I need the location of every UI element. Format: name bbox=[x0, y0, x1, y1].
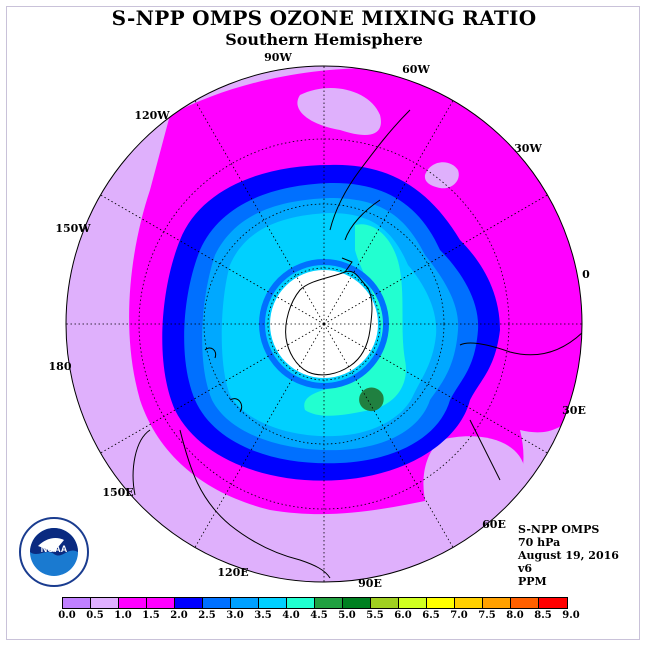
colorbar-swatch bbox=[63, 598, 91, 608]
zone-lilac-blob bbox=[424, 162, 459, 189]
colorbar-tick-label: 5.5 bbox=[366, 610, 384, 621]
colorbar-tick-label: 9.0 bbox=[562, 610, 580, 621]
colorbar-tick-label: 2.5 bbox=[198, 610, 216, 621]
colorbar-ticks: 0.0 0.5 1.0 1.5 2.0 2.5 3.0 3.5 4.0 4.5 5.0 5.5 6.0 6… bbox=[0, 610, 648, 624]
colorbar-swatch bbox=[147, 598, 175, 608]
colorbar-swatch bbox=[287, 598, 315, 608]
pressure-level-text: 70 hPa bbox=[518, 536, 561, 549]
colorbar-swatch bbox=[427, 598, 455, 608]
zone-lilac-patch bbox=[297, 87, 381, 135]
version-text: v6 bbox=[518, 562, 533, 575]
colorbar-tick-label: 2.0 bbox=[170, 610, 188, 621]
noaa-logo: NOAA bbox=[18, 516, 90, 588]
label-120w: 120W bbox=[134, 109, 170, 122]
colorbar-tick-label: 3.0 bbox=[226, 610, 244, 621]
colorbar-swatch bbox=[371, 598, 399, 608]
label-120e: 120E bbox=[217, 566, 248, 579]
label-180: 180 bbox=[49, 360, 72, 373]
colorbar-swatch bbox=[259, 598, 287, 608]
label-30w: 30W bbox=[514, 142, 542, 155]
label-90w: 90W bbox=[264, 51, 292, 64]
africa-coastline bbox=[459, 329, 582, 481]
inner-ring bbox=[259, 259, 389, 389]
colorbar-swatch bbox=[231, 598, 259, 608]
colorbar-swatch bbox=[203, 598, 231, 608]
south-america-coastline bbox=[329, 109, 411, 241]
meridian-grid bbox=[66, 66, 582, 582]
colorbar bbox=[62, 597, 568, 609]
zone-green bbox=[359, 387, 384, 412]
colorbar-swatch bbox=[175, 598, 203, 608]
colorbar-tick-label: 8.0 bbox=[506, 610, 524, 621]
date-text: August 19, 2016 bbox=[518, 549, 619, 562]
zone-lilac-tongue bbox=[423, 436, 526, 525]
colorbar-tick-label: 6.5 bbox=[422, 610, 440, 621]
colorbar-tick-label: 0.0 bbox=[58, 610, 76, 621]
colorbar-swatch bbox=[539, 598, 567, 608]
colorbar-swatch bbox=[399, 598, 427, 608]
colorbar-swatch bbox=[315, 598, 343, 608]
map-frame bbox=[6, 6, 640, 640]
map-border bbox=[65, 65, 583, 583]
label-60e: 60E bbox=[482, 518, 506, 531]
colorbar-swatch bbox=[119, 598, 147, 608]
zone-aqua-tongue bbox=[304, 224, 406, 416]
map-subtitle: Southern Hemisphere bbox=[225, 30, 423, 49]
instrument-text: S-NPP OMPS bbox=[518, 523, 600, 536]
label-30e: 30E bbox=[562, 404, 586, 417]
colorbar-tick-label: 8.5 bbox=[534, 610, 552, 621]
antarctica-coastline bbox=[285, 257, 373, 376]
colorbar-swatch bbox=[483, 598, 511, 608]
colorbar-tick-label: 1.0 bbox=[114, 610, 132, 621]
label-150w: 150W bbox=[55, 222, 91, 235]
colorbar-tick-label: 4.0 bbox=[282, 610, 300, 621]
label-90e: 90E bbox=[358, 577, 382, 590]
colorbar-tick-label: 4.5 bbox=[310, 610, 328, 621]
colorbar-tick-label: 5.0 bbox=[338, 610, 356, 621]
colorbar-tick-label: 1.5 bbox=[142, 610, 160, 621]
label-60w: 60W bbox=[402, 63, 430, 76]
colorbar-tick-label: 7.5 bbox=[478, 610, 496, 621]
colorbar-tick-label: 7.0 bbox=[450, 610, 468, 621]
map-title: S-NPP OMPS OZONE MIXING RATIO bbox=[111, 6, 537, 30]
units-text: PPM bbox=[518, 575, 547, 588]
colorbar-swatch bbox=[455, 598, 483, 608]
colorbar-tick-label: 0.5 bbox=[86, 610, 104, 621]
label-0: 0 bbox=[582, 268, 590, 281]
colorbar-swatch bbox=[91, 598, 119, 608]
label-150e: 150E bbox=[102, 486, 133, 499]
south-pole-marker bbox=[322, 322, 326, 326]
colorbar-swatch bbox=[343, 598, 371, 608]
colorbar-tick-label: 3.5 bbox=[254, 610, 272, 621]
metadata-block: S-NPP OMPS 70 hPa August 19, 2016 v6 PPM bbox=[518, 523, 619, 588]
australia-coastline bbox=[132, 429, 331, 579]
noaa-logo-text: NOAA bbox=[41, 544, 68, 554]
colorbar-tick-label: 6.0 bbox=[394, 610, 412, 621]
colorbar-swatch bbox=[511, 598, 539, 608]
